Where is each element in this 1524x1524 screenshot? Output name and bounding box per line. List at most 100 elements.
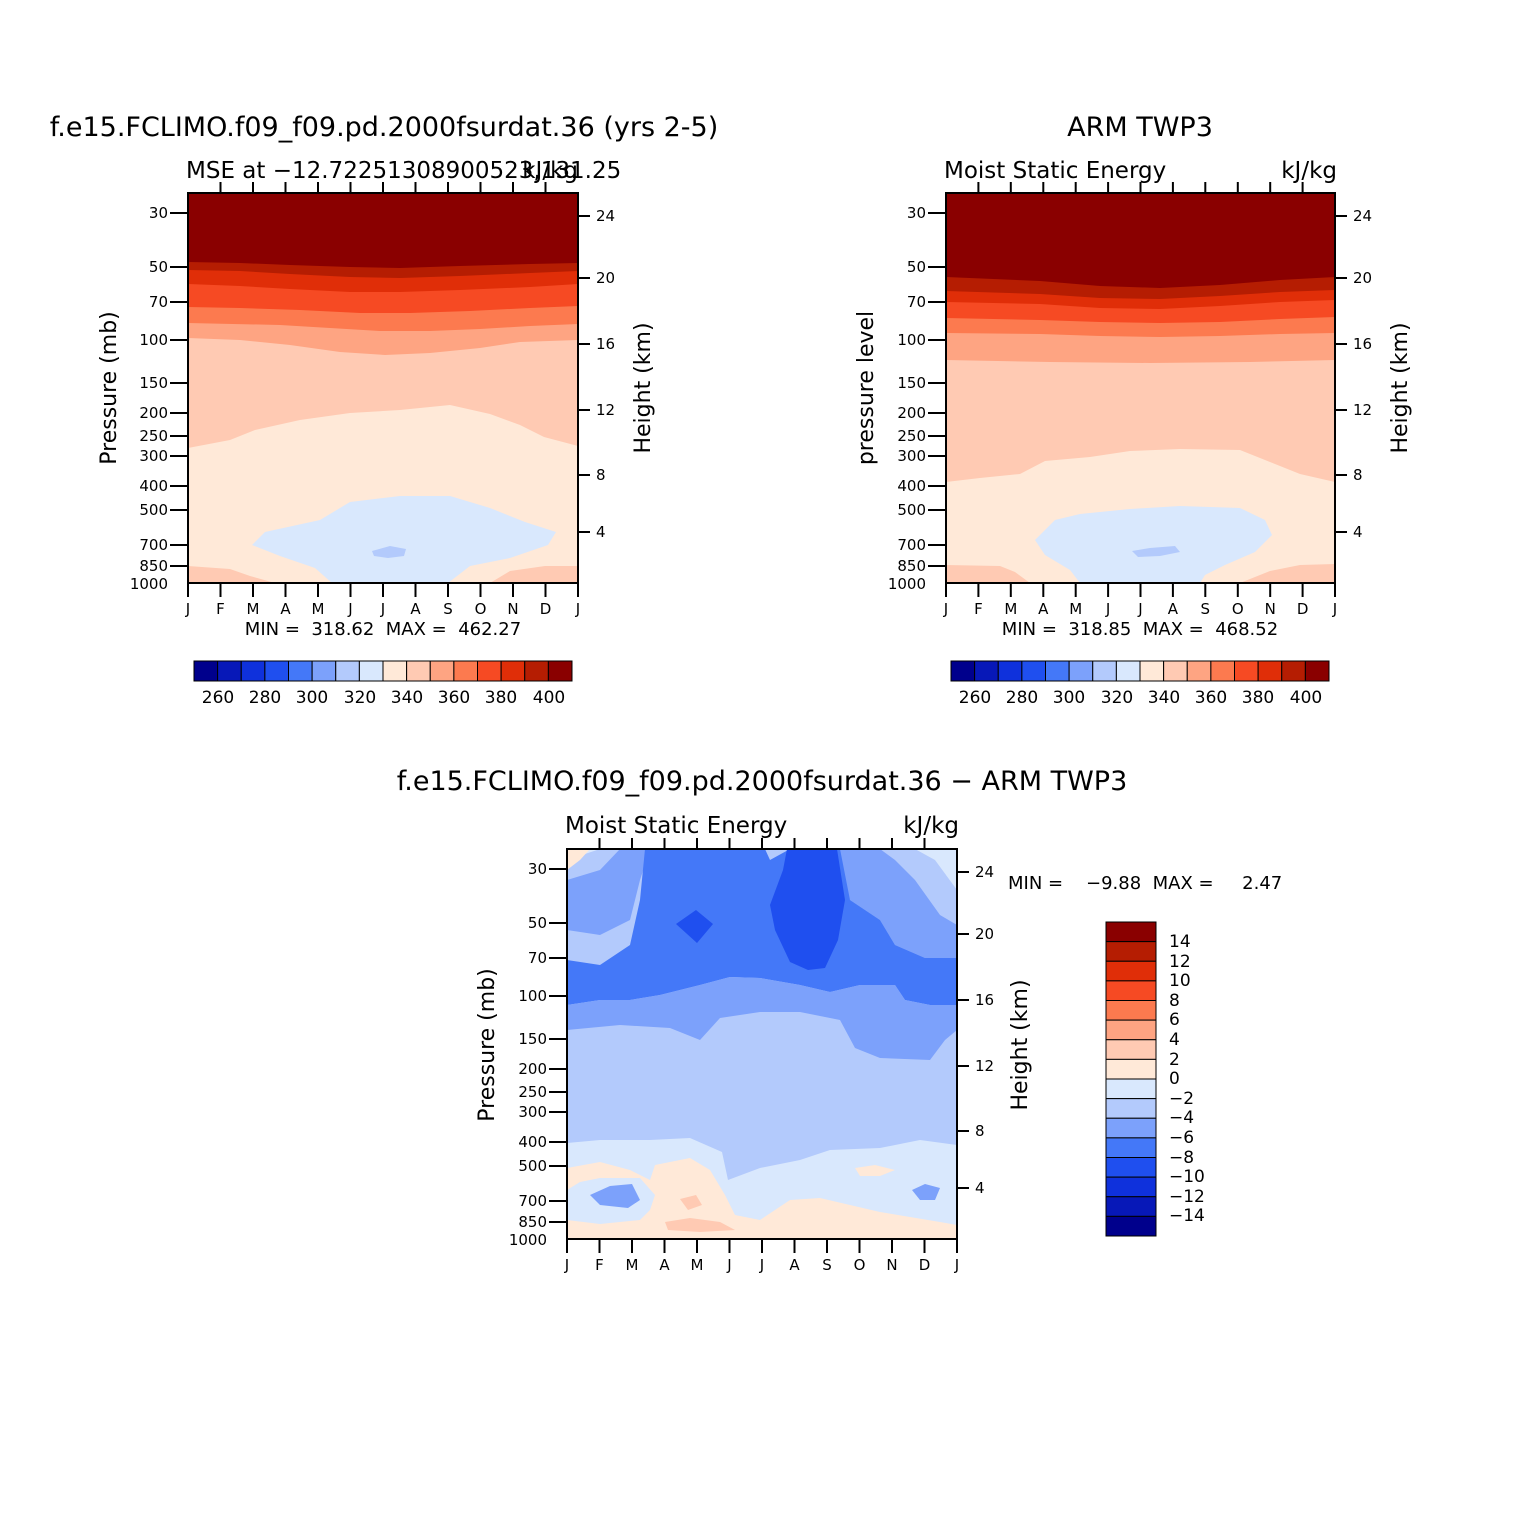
y-tick-label: 500 <box>139 501 168 519</box>
colorbar-label: 12 <box>1169 952 1191 972</box>
panel-2-y-tick-labels: 30 50 70 100 150 200 250 300 400 500 700… <box>888 204 926 593</box>
x-tick-label: A <box>789 1256 800 1274</box>
panel-3-field <box>566 848 958 1240</box>
colorbar-box <box>1304 660 1330 682</box>
panel-1-x-tick-labels: J F M A M J J A S O N D J <box>185 600 580 618</box>
colorbar-label: 340 <box>1148 688 1180 708</box>
colorbar-box <box>1105 1137 1157 1158</box>
colorbar-box <box>1045 660 1070 682</box>
panel-3-y-tick-labels: 30 50 70 100 150 200 250 300 400 500 700… <box>509 860 547 1249</box>
panel-2-title: ARM TWP3 <box>1067 112 1213 143</box>
panel-3-y-label: Pressure (mb) <box>475 968 500 1122</box>
y-right-tick-label: 12 <box>975 1057 994 1075</box>
y-tick-label: 850 <box>518 1213 547 1231</box>
colorbar-box <box>1105 1078 1157 1100</box>
y-tick-label: 200 <box>518 1060 547 1078</box>
y-tick-label: 400 <box>518 1133 547 1151</box>
panel-2-x-tick-labels: J F M A M J J A S O N D J <box>943 600 1337 618</box>
panel-3-subtitle-left: Moist Static Energy <box>565 813 787 839</box>
x-tick-label: N <box>1265 600 1276 618</box>
panel-1-band-surface-left <box>188 566 275 583</box>
y-tick-label: 70 <box>149 293 168 311</box>
y-tick-label: 100 <box>139 331 168 349</box>
colorbar-label: 400 <box>1290 688 1322 708</box>
colorbar-box <box>974 660 999 682</box>
panel-observations: ARM TWP3 Moist Static Energy kJ/kg <box>854 112 1413 708</box>
colorbar-box <box>1115 660 1141 682</box>
colorbar-box <box>1105 921 1157 943</box>
panel-2-band-low-320 <box>1132 546 1180 557</box>
colorbar-box <box>311 660 337 682</box>
colorbar-label: 300 <box>1053 688 1085 708</box>
colorbar-box <box>429 660 455 682</box>
colorbar-box <box>1105 1098 1157 1119</box>
colorbar-box <box>240 660 266 682</box>
panel-2-field <box>945 192 1336 584</box>
y-tick-label: 500 <box>897 501 926 519</box>
panel-1-ticks <box>170 182 590 597</box>
panel-3-band-0-top-left <box>567 849 590 870</box>
colorbar-box <box>500 660 526 682</box>
colorbar-box <box>193 660 219 682</box>
y-tick-label: 30 <box>528 860 547 878</box>
panel-1-y-right-tick-labels: 24 20 16 12 8 4 <box>596 207 615 541</box>
panel-3-band-minus8-core <box>770 849 845 970</box>
colorbar-box <box>288 660 313 682</box>
panel-3-band-2-low-b <box>680 1195 702 1210</box>
colorbar-label: 320 <box>1101 688 1133 708</box>
y-tick-label: 50 <box>907 258 926 276</box>
panel-1-colorbar-boxes <box>193 660 573 682</box>
panel-2-band-410 <box>946 193 1335 288</box>
colorbar-box <box>1105 1157 1157 1178</box>
y-tick-label: 1000 <box>888 575 926 593</box>
colorbar-box <box>217 660 242 682</box>
x-tick-label: N <box>507 600 518 618</box>
x-tick-label: D <box>1297 600 1309 618</box>
panel-3-band-minus4-pocket-right <box>912 1184 940 1200</box>
y-right-tick-label: 12 <box>1353 401 1372 419</box>
colorbar-label: 400 <box>533 688 565 708</box>
panel-2-colorbar: 260 280 300 320 340 360 380 400 <box>950 660 1330 708</box>
colorbar-box <box>1234 660 1259 682</box>
panel-3-y-right-label: Height (km) <box>1008 979 1033 1110</box>
x-tick-label: O <box>1232 600 1244 618</box>
y-tick-label: 1000 <box>130 575 168 593</box>
y-right-tick-label: 20 <box>596 269 615 287</box>
colorbar-box <box>1105 1176 1157 1198</box>
y-right-tick-label: 20 <box>975 925 994 943</box>
y-right-tick-label: 8 <box>975 1122 985 1140</box>
x-tick-label: J <box>1105 600 1110 618</box>
y-right-tick-label: 24 <box>596 207 615 225</box>
y-tick-label: 100 <box>518 987 547 1005</box>
x-tick-label: J <box>575 600 580 618</box>
colorbar-box <box>382 660 408 682</box>
colorbar-box <box>1105 1117 1157 1139</box>
x-tick-label: J <box>380 600 385 618</box>
colorbar-box <box>1105 1019 1157 1041</box>
panel-1-colorbar: 260 280 300 320 340 360 380 400 <box>193 660 573 708</box>
panel-1-y-tick-labels: 30 50 70 100 150 200 250 300 400 500 700… <box>130 204 168 593</box>
colorbar-box <box>950 660 976 682</box>
panel-2-band-low-330 <box>1035 506 1272 583</box>
colorbar-label: −6 <box>1169 1128 1194 1148</box>
y-tick-label: 1000 <box>509 1231 547 1249</box>
panel-difference: f.e15.FCLIMO.f09_f09.pd.2000fsurdat.36 −… <box>397 766 1283 1274</box>
colorbar-label: 4 <box>1169 1030 1180 1050</box>
x-tick-label: A <box>280 600 291 618</box>
panel-2-min-max: MIN = 318.85 MAX = 468.52 <box>1002 619 1278 640</box>
panel-2-ticks <box>928 182 1347 597</box>
panel-1-min-max: MIN = 318.62 MAX = 462.27 <box>245 619 521 640</box>
colorbar-box <box>524 660 549 682</box>
panel-3-band-minus4-top <box>567 849 957 958</box>
y-right-tick-label: 24 <box>975 863 994 881</box>
y-right-tick-label: 8 <box>596 466 606 484</box>
panel-2-y-label: pressure level <box>854 311 879 465</box>
colorbar-label: 10 <box>1169 971 1191 991</box>
x-tick-label: O <box>854 1256 866 1274</box>
panel-3-band-2-low <box>665 1218 735 1232</box>
x-tick-label: A <box>659 1256 670 1274</box>
y-right-tick-label: 16 <box>596 335 615 353</box>
y-tick-label: 700 <box>518 1192 547 1210</box>
colorbar-box <box>1186 660 1212 682</box>
colorbar-label: −2 <box>1169 1089 1194 1109</box>
